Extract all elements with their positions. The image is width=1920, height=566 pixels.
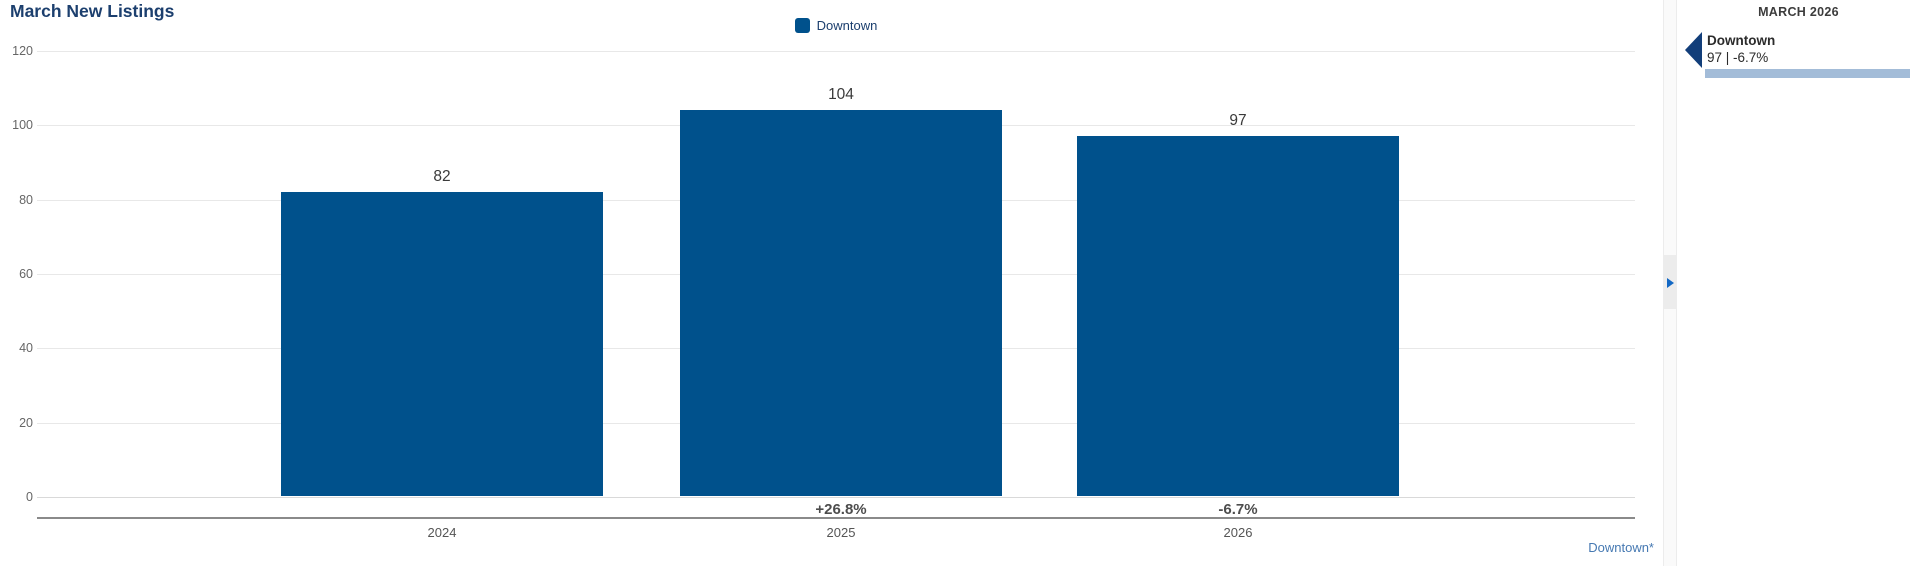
panel-entry-name: Downtown	[1707, 33, 1776, 48]
bar-value-label-2026: 97	[1229, 112, 1247, 130]
panel-divider-strip	[1663, 0, 1677, 566]
y-tick-label-0: 0	[26, 490, 33, 504]
panel-entry-value: 97 | -6.7%	[1707, 50, 1769, 65]
chart-legend: Downtown	[37, 18, 1635, 33]
legend-item-downtown[interactable]: Downtown	[794, 18, 878, 33]
summary-side-panel: MARCH 2026 Downtown 97 | -6.7%	[1677, 0, 1920, 566]
panel-header: MARCH 2026	[1758, 5, 1839, 19]
legend-swatch-icon	[794, 18, 810, 33]
y-tick-label-20: 20	[19, 415, 33, 430]
chart-title: March New Listings	[10, 1, 175, 21]
panel-entry-bar	[1705, 69, 1910, 78]
expand-panel-icon[interactable]	[1667, 278, 1674, 288]
x-axis-label-2024: 2024	[427, 525, 457, 540]
y-tick-label-80: 80	[19, 192, 33, 207]
y-tick-label-40: 40	[19, 341, 33, 356]
bar-2025[interactable]	[680, 110, 1002, 496]
x-axis-label-2026: 2026	[1223, 525, 1253, 540]
pct-change-label-2025: +26.8%	[815, 501, 867, 518]
bar-2026[interactable]	[1077, 136, 1399, 496]
bar-2024[interactable]	[281, 192, 603, 496]
bar-value-label-2024: 82	[433, 168, 451, 186]
panel-entry-downtown[interactable]: Downtown 97 | -6.7%	[1677, 31, 1920, 87]
gridline-120	[37, 51, 1635, 52]
bar-chart: 0 20 40 60 80 100 120 82 2024 104 +26.8% 2025 97 -6.7…	[12, 44, 1635, 540]
y-tick-label-100: 100	[12, 118, 33, 133]
y-tick-label-60: 60	[19, 267, 33, 281]
pct-change-label-2026: -6.7%	[1218, 501, 1258, 518]
left-triangle-marker-icon	[1685, 32, 1702, 68]
x-axis-label-2025: 2025	[826, 525, 856, 540]
legend-label: Downtown	[816, 18, 878, 33]
footnote-downtown-link[interactable]: Downtown*	[1588, 540, 1654, 555]
bar-value-label-2025: 104	[828, 86, 854, 104]
x-axis-line	[37, 517, 1635, 519]
gridline-0	[37, 497, 1635, 498]
y-tick-label-120: 120	[12, 44, 33, 58]
